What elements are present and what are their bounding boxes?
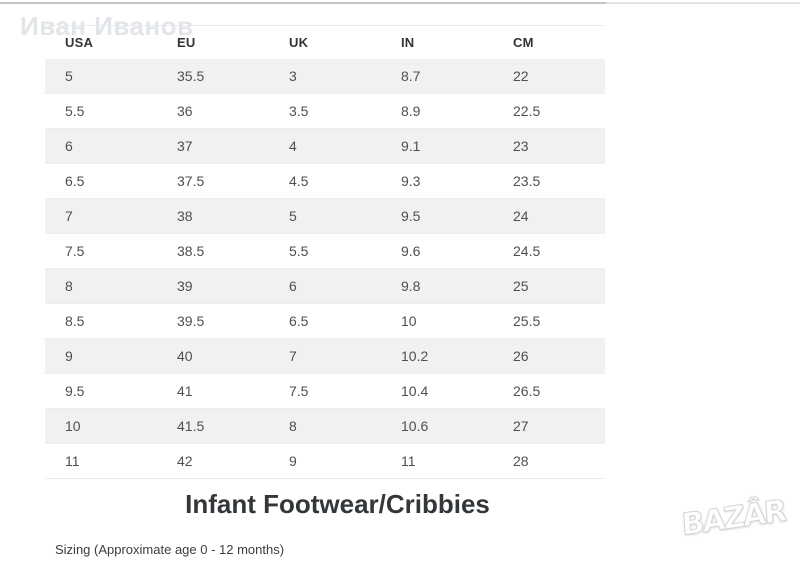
table-cell: 26.5 [513,383,541,399]
top-divider-line-dark-segment [0,2,606,4]
table-cell: 42 [177,453,193,469]
table-cell: 8.5 [65,313,85,329]
table-row: 6.5 37.5 4.5 9.3 23.5 [45,164,605,199]
table-cell: 8 [289,418,297,434]
table-cell: 22 [513,67,529,84]
table-cell: 37 [177,138,193,154]
size-conversion-table: USA EU UK IN CM 5 35.5 3 8.7 22 5.5 36 3.5 8.9 22.5 6 3… [45,25,605,479]
table-row: 5.5 36 3.5 8.9 22.5 [45,94,605,129]
table-cell: 28 [513,453,529,469]
table-cell: 5 [289,208,297,224]
table-cell: 36 [177,103,193,119]
table-cell: 6.5 [289,313,309,329]
table-cell: 5 [65,67,73,84]
table-cell: 25.5 [513,313,541,329]
table-cell: 9.6 [401,243,421,259]
table-cell: 3.5 [289,103,309,119]
table-cell: 9.8 [401,278,421,294]
header-row: USA EU UK IN CM [45,26,605,59]
table-row: 9 40 7 10.2 26 [45,338,605,374]
table-cell: 6 [289,278,297,294]
table-row: 7.5 38.5 5.5 9.6 24.5 [45,234,605,269]
table-cell: 7 [289,348,297,364]
table-cell: 37.5 [177,173,205,189]
table-cell: 6 [65,138,73,154]
table-cell: 10.6 [401,418,429,434]
column-header-usa: USA [65,34,94,50]
table-row: 7 38 5 9.5 24 [45,198,605,234]
table-cell: 9.3 [401,173,421,189]
table-cell: 7.5 [289,383,309,399]
table-cell: 25 [513,278,529,294]
table-cell: 9.5 [65,383,85,399]
table-cell: 38.5 [177,243,205,259]
table-cell: 41 [177,383,193,399]
table-cell: 39 [177,278,193,294]
table-cell: 8.9 [401,103,421,119]
table-cell: 24 [513,208,529,224]
table-cell: 23 [513,138,529,154]
table-cell: 4.5 [289,173,309,189]
table-cell: 8.7 [401,67,421,84]
size-table-container: USA EU UK IN CM 5 35.5 3 8.7 22 5.5 36 3.5 8.9 22.5 6 3… [45,25,605,479]
table-cell: 9 [289,453,297,469]
table-row: 5 35.5 3 8.7 22 [45,58,605,94]
size-table-body: 5 35.5 3 8.7 22 5.5 36 3.5 8.9 22.5 6 37 4 9.1 23 6.5 37… [45,58,605,479]
table-row: 10 41.5 8 10.6 27 [45,408,605,444]
table-cell: 27 [513,418,529,434]
table-row: 9.5 41 7.5 10.4 26.5 [45,374,605,409]
table-row: 8.5 39.5 6.5 10 25.5 [45,304,605,339]
table-cell: 11 [65,453,80,469]
table-row: 8 39 6 9.8 25 [45,268,605,304]
table-cell: 38 [177,208,193,224]
table-cell: 8 [65,278,73,294]
table-row: 11 42 9 11 28 [45,444,605,479]
table-cell: 4 [289,138,297,154]
table-cell: 24.5 [513,243,541,259]
table-cell: 10.2 [401,348,429,364]
table-cell: 26 [513,348,529,364]
table-cell: 7 [65,208,73,224]
table-cell: 5.5 [65,103,85,119]
table-cell: 10 [401,313,417,329]
section-title: Infant Footwear/Cribbies [185,489,490,519]
table-cell: 41.5 [177,418,205,434]
table-cell: 39.5 [177,313,205,329]
table-cell: 7.5 [65,243,85,259]
table-cell: 9.5 [401,208,421,224]
table-cell: 5.5 [289,243,309,259]
table-cell: 40 [177,348,193,364]
bazar-logo-watermark: BAZÂR [680,493,787,543]
table-cell: 23.5 [513,173,541,189]
column-header-eu: EU [177,34,196,50]
table-cell: 9 [65,348,73,364]
table-cell: 35.5 [177,67,205,84]
column-header-in: IN [401,34,415,50]
table-cell: 10.4 [401,383,429,399]
section-subtitle: Sizing (Approximate age 0 - 12 months) [55,542,285,557]
table-cell: 9.1 [401,138,421,154]
column-header-uk: UK [289,34,309,50]
table-cell: 10 [65,418,81,434]
table-row: 6 37 4 9.1 23 [45,128,605,164]
table-cell: 3 [289,67,297,84]
column-header-cm: CM [513,34,534,50]
size-table-head: USA EU UK IN CM [45,26,605,59]
table-cell: 6.5 [65,173,85,189]
table-cell: 22.5 [513,103,541,119]
table-cell: 11 [401,453,416,469]
